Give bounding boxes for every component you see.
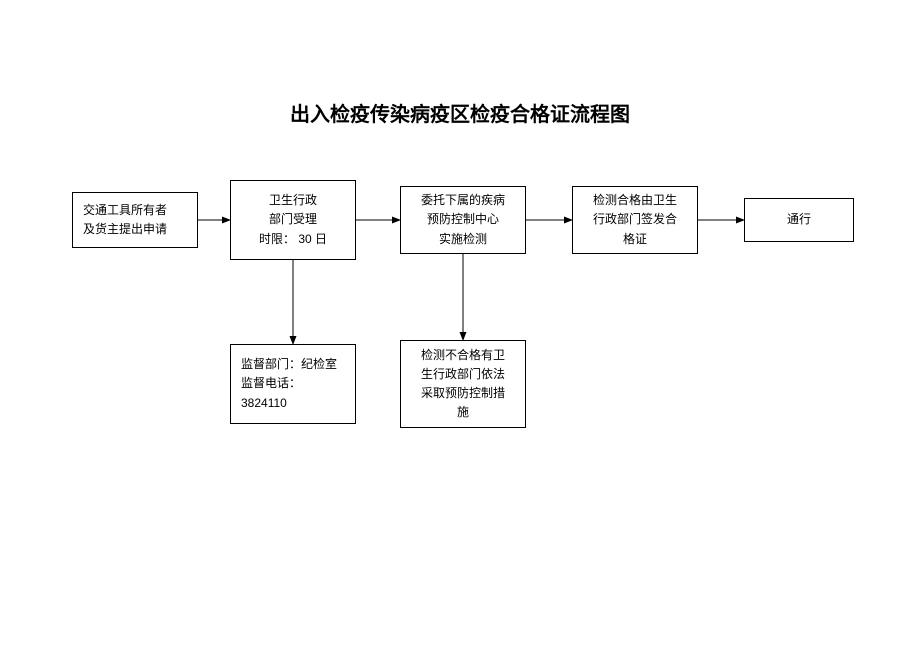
- node-label: 交通工具所有者 及货主提出申请: [77, 201, 193, 239]
- node-label: 检测合格由卫生 行政部门签发合 格证: [593, 191, 677, 249]
- title-text: 出入检疫传染病疫区检疫合格证流程图: [290, 104, 630, 126]
- node-label: 监督部门：纪检室 监督电话： 3824110: [235, 355, 351, 413]
- flow-node-n6: 监督部门：纪检室 监督电话： 3824110: [230, 344, 356, 424]
- flow-node-n5: 通行: [744, 198, 854, 242]
- flow-node-n7: 检测不合格有卫 生行政部门依法 采取预防控制措 施: [400, 340, 526, 428]
- node-label: 通行: [787, 210, 811, 229]
- page-title: 出入检疫传染病疫区检疫合格证流程图: [0, 98, 920, 127]
- node-label: 卫生行政 部门受理 时限： 30 日: [259, 191, 327, 249]
- flow-node-n4: 检测合格由卫生 行政部门签发合 格证: [572, 186, 698, 254]
- flow-node-n3: 委托下属的疾病 预防控制中心 实施检测: [400, 186, 526, 254]
- node-label: 检测不合格有卫 生行政部门依法 采取预防控制措 施: [421, 346, 505, 423]
- flow-node-n2: 卫生行政 部门受理 时限： 30 日: [230, 180, 356, 260]
- flow-node-n1: 交通工具所有者 及货主提出申请: [72, 192, 198, 248]
- node-label: 委托下属的疾病 预防控制中心 实施检测: [421, 191, 505, 249]
